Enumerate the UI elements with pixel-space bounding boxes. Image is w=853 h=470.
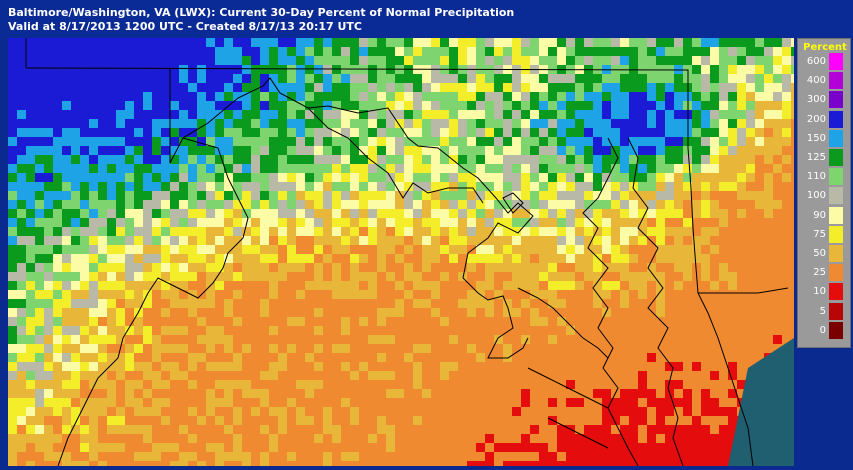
legend-swatch bbox=[829, 225, 843, 243]
western-line bbox=[307, 107, 484, 204]
map-header: Baltimore/Washington, VA (LWX): Current … bbox=[0, 0, 853, 38]
legend-swatch bbox=[829, 149, 843, 166]
atlantic-ocean bbox=[728, 338, 794, 466]
bottom-band bbox=[0, 466, 853, 470]
legend-item: 100 bbox=[798, 187, 850, 205]
legend-item: 10 bbox=[798, 283, 850, 301]
chesapeake-east bbox=[627, 137, 684, 466]
legend-swatch bbox=[829, 72, 843, 90]
legend-label: 100 bbox=[806, 190, 826, 202]
legend-label: 90 bbox=[813, 209, 826, 221]
precip-grid bbox=[8, 38, 794, 466]
legend-swatch bbox=[829, 302, 843, 320]
legend-swatch bbox=[829, 321, 843, 339]
legend-item: 125 bbox=[798, 149, 850, 166]
va-eastern-shore bbox=[697, 292, 754, 466]
legend-label: 5 bbox=[819, 305, 826, 317]
map-title: Baltimore/Washington, VA (LWX): Current … bbox=[8, 6, 515, 19]
legend-label: 150 bbox=[806, 132, 826, 144]
precip-map-svg bbox=[8, 38, 794, 466]
legend-swatch bbox=[829, 129, 843, 147]
legend-label: 110 bbox=[806, 171, 826, 183]
legend-label: 300 bbox=[806, 94, 826, 106]
wv-va-border bbox=[57, 137, 249, 466]
legend-item: 5 bbox=[798, 302, 850, 320]
legend: Percent 600 400 300 200 150 125 110 100 90 75 50 25… bbox=[797, 38, 851, 348]
legend-label: 10 bbox=[813, 286, 826, 298]
legend-label: 50 bbox=[813, 248, 826, 259]
legend-label: 200 bbox=[806, 113, 826, 125]
chesapeake-bay bbox=[582, 137, 639, 466]
legend-swatch bbox=[829, 245, 843, 262]
legend-item: 110 bbox=[798, 168, 850, 186]
potomac-river bbox=[517, 287, 609, 359]
map-valid-time: Valid at 8/17/2013 1200 UTC - Created 8/… bbox=[8, 20, 362, 33]
legend-item: 300 bbox=[798, 91, 850, 109]
legend-swatch bbox=[829, 264, 843, 282]
legend-label: 25 bbox=[813, 267, 826, 279]
legend-label: 600 bbox=[806, 56, 826, 67]
legend-swatch bbox=[829, 110, 843, 128]
state-boundaries bbox=[25, 38, 789, 466]
legend-label: 0 bbox=[819, 324, 826, 336]
dc-box bbox=[502, 192, 524, 214]
legend-item: 0 bbox=[798, 321, 850, 339]
legend-title: Percent bbox=[803, 42, 847, 53]
legend-item: 200 bbox=[798, 110, 850, 128]
legend-swatch bbox=[829, 283, 843, 301]
legend-item: 600 bbox=[798, 53, 850, 70]
legend-swatch bbox=[829, 168, 843, 186]
legend-item: 75 bbox=[798, 225, 850, 243]
legend-swatch bbox=[829, 206, 843, 224]
legend-item: 400 bbox=[798, 72, 850, 90]
precipitation-map[interactable] bbox=[8, 38, 794, 466]
legend-label: 75 bbox=[813, 228, 826, 240]
james-river bbox=[547, 417, 609, 449]
legend-item: 25 bbox=[798, 264, 850, 282]
md-de-border bbox=[687, 70, 789, 294]
wv-md-border bbox=[169, 68, 534, 359]
rappahannock bbox=[527, 367, 609, 409]
legend-label: 125 bbox=[806, 152, 826, 163]
legend-swatch bbox=[829, 187, 843, 205]
legend-item: 90 bbox=[798, 206, 850, 224]
legend-swatch bbox=[829, 53, 843, 70]
legend-swatch bbox=[829, 91, 843, 109]
legend-item: 50 bbox=[798, 245, 850, 262]
legend-label: 400 bbox=[806, 75, 826, 87]
legend-item: 150 bbox=[798, 129, 850, 147]
